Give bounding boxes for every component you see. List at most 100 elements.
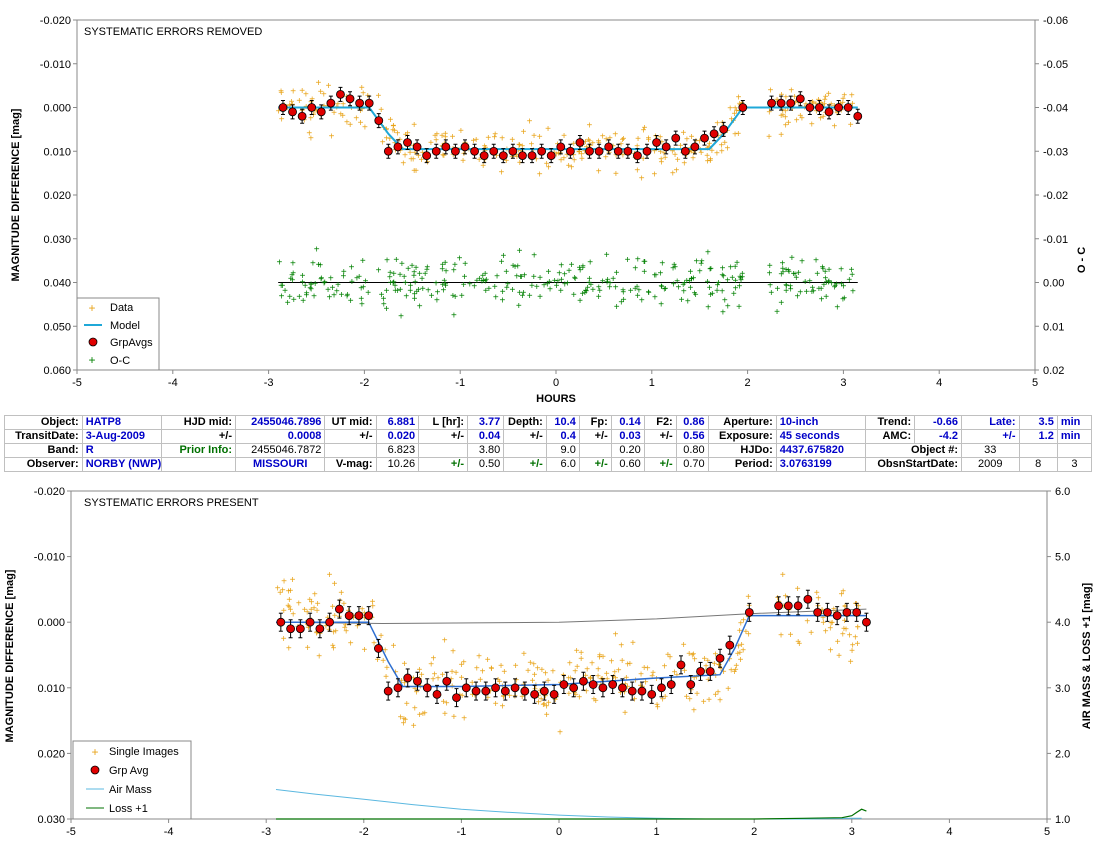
single-image-point: + (410, 673, 416, 684)
data-point: + (727, 104, 733, 115)
oc-point: + (504, 283, 510, 294)
oc-point: + (824, 277, 830, 288)
single-image-point: + (703, 662, 709, 673)
data-point: + (335, 100, 341, 111)
data-point: + (697, 145, 703, 156)
data-point: + (803, 100, 809, 111)
single-image-point: + (625, 682, 631, 693)
oc-point: + (783, 280, 789, 291)
oc-point: + (494, 272, 500, 283)
oc-point: + (652, 271, 658, 282)
oc-point: + (716, 278, 722, 289)
oc-point: + (537, 292, 543, 303)
oc-point: + (503, 267, 509, 278)
oc-point: + (576, 263, 582, 274)
data-point: + (360, 88, 366, 99)
data-point: + (340, 99, 346, 110)
oc-point: + (670, 263, 676, 274)
data-point: + (442, 133, 448, 144)
single-image-point: + (315, 599, 321, 610)
single-image-point: + (621, 687, 627, 698)
group-average-point (690, 142, 700, 152)
group-average-point (853, 111, 863, 121)
single-image-point: + (536, 697, 542, 708)
oc-points: ++++ ++++ ++++++++++++ ++++++++ ++++++++++++… (276, 244, 856, 322)
oc-point: + (462, 259, 468, 270)
group-average-point (767, 98, 776, 108)
single-image-point: + (599, 674, 605, 685)
y-tick-label: 0.000 (43, 103, 71, 115)
group-average-point (422, 683, 432, 693)
oc-point: + (849, 270, 855, 281)
data-point: + (509, 152, 515, 163)
data-point: + (397, 135, 403, 146)
info-row-1: Object: HATP8 HJD mid: 2455046.7896 UT m… (4, 415, 1093, 430)
single-image-point: + (788, 630, 794, 641)
single-image-point: + (576, 693, 582, 704)
oc-point: + (580, 262, 586, 273)
oc-point: + (707, 265, 713, 276)
data-point: + (684, 134, 690, 145)
y2-axis-ticks: -0.06 -0.05 -0.04 -0.03 -0.02 -0.01 0.00 0.01 0.… (1035, 15, 1068, 377)
single-image-point: + (469, 690, 475, 701)
data-point: + (785, 103, 791, 114)
data-point: + (410, 155, 416, 166)
data-point: + (669, 146, 675, 157)
oc-point: + (613, 282, 619, 293)
single-image-point: + (430, 674, 436, 685)
oc-point: + (692, 289, 698, 300)
oc-point: + (348, 296, 354, 307)
oc-point: + (376, 266, 382, 277)
data-point: + (296, 96, 302, 107)
oc-point: + (419, 274, 425, 285)
oc-point: + (832, 283, 838, 294)
oc-point: + (304, 289, 310, 300)
oc-point: + (607, 279, 613, 290)
single-image-point: + (351, 613, 357, 624)
group-average-point (374, 116, 384, 126)
y2-tick-label: 0.01 (1043, 321, 1064, 333)
oc-point: + (520, 288, 526, 299)
label-band: Band: (4, 443, 83, 458)
oc-point: + (605, 275, 611, 286)
data-point: + (778, 130, 784, 141)
single-image-point: + (541, 699, 547, 710)
value-f2: 0.86 (675, 415, 709, 430)
group-average-point (305, 617, 315, 627)
data-point: + (405, 128, 411, 139)
oc-point: + (429, 291, 435, 302)
label-hjd-mid: HJD mid: (160, 415, 237, 430)
data-point: + (714, 118, 720, 129)
data-point: + (576, 145, 582, 156)
label-f2: F2: (643, 415, 677, 430)
data-point: + (840, 94, 846, 105)
group-average-point (452, 693, 461, 703)
single-image-point: + (342, 623, 348, 634)
single-image-point: + (314, 627, 320, 638)
y-tick-label: 0.030 (37, 814, 65, 826)
oc-point: + (331, 290, 337, 301)
oc-point: + (604, 250, 610, 261)
oc-point: + (395, 286, 401, 297)
group-average-point (642, 146, 652, 156)
single-image-point: + (701, 654, 707, 665)
y-axis-ticks: -0.020 -0.010 0.000 0.010 0.020 0.030 (34, 486, 71, 826)
y-tick-label: -0.010 (40, 59, 71, 71)
single-image-point: + (566, 674, 572, 685)
value-depth: 10.4 (545, 415, 580, 430)
oc-point: + (517, 246, 523, 257)
group-average-point (334, 604, 344, 614)
single-image-point: + (738, 618, 744, 629)
oc-point: + (725, 302, 731, 313)
group-average-point (556, 142, 566, 152)
oc-point: + (413, 263, 419, 274)
y2-tick-label: -0.02 (1043, 190, 1068, 202)
data-point: + (460, 156, 466, 167)
single-image-point: + (513, 676, 519, 687)
label-pm: +/- (503, 457, 547, 472)
single-image-point: + (600, 652, 606, 663)
group-average-point (725, 640, 735, 650)
single-image-point: + (595, 664, 601, 675)
group-average-point (709, 129, 719, 139)
single-image-point: + (745, 592, 751, 603)
